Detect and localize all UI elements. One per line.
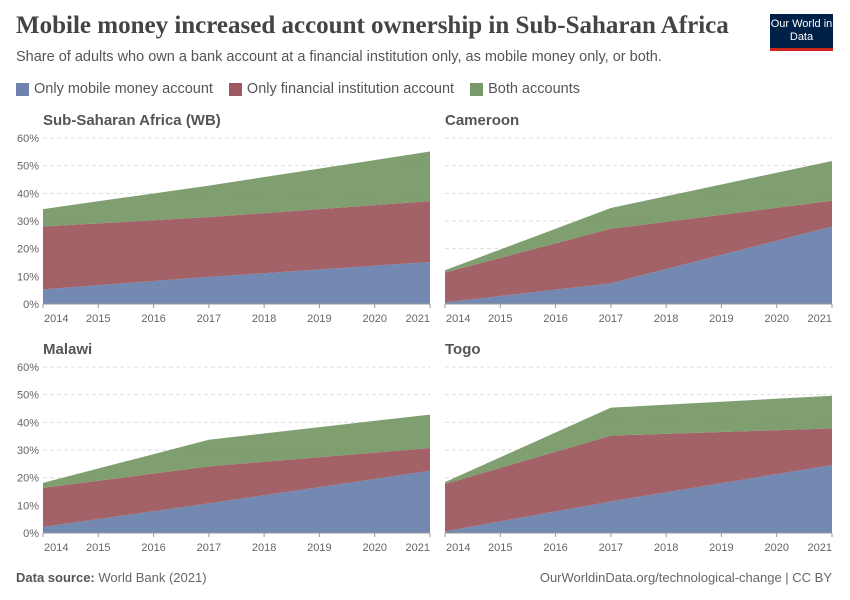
panel-title: Togo <box>445 341 481 358</box>
legend-label: Only financial institution account <box>246 81 455 97</box>
legend-item-mobile[interactable]: Only mobile money account <box>16 81 213 97</box>
chart-title: Mobile money increased account ownership… <box>16 12 729 39</box>
source-label: Data source: <box>16 570 95 585</box>
x-tick-label: 2021 <box>406 542 430 554</box>
legend-item-financial[interactable]: Only financial institution account <box>228 81 455 97</box>
x-tick-label: 2020 <box>362 542 386 554</box>
area-both <box>43 151 430 227</box>
x-tick-label: 2014 <box>44 313 68 325</box>
x-tick-label: 2019 <box>709 542 733 554</box>
area-financial <box>43 448 430 527</box>
x-tick-label: 2019 <box>709 313 733 325</box>
y-tick-label: 0% <box>23 528 39 540</box>
legend-item-both[interactable]: Both accounts <box>470 81 580 97</box>
y-tick-label: 10% <box>17 500 39 512</box>
area-mobile <box>445 464 832 533</box>
area-both <box>445 160 832 273</box>
panel-title: Cameroon <box>445 112 519 129</box>
legend: Only mobile money account Only financial… <box>16 81 580 97</box>
area-mobile <box>43 261 430 304</box>
logo-text: Our World in Data <box>770 18 833 43</box>
y-tick-label: 20% <box>17 473 39 485</box>
x-tick-label: 2016 <box>543 313 567 325</box>
y-tick-label: 30% <box>17 445 39 457</box>
x-tick-label: 2020 <box>362 313 386 325</box>
footer-source: Data source: World Bank (2021) <box>16 570 207 585</box>
legend-swatch <box>470 82 484 96</box>
footer-credit[interactable]: OurWorldinData.org/technological-change … <box>539 570 832 585</box>
x-tick-label: 2018 <box>252 313 276 325</box>
y-tick-label: 40% <box>17 188 39 200</box>
owid-logo[interactable]: Our World in Data <box>770 14 833 51</box>
panel-title: Malawi <box>43 341 92 358</box>
x-tick-label: 2017 <box>197 542 221 554</box>
x-tick-label: 2016 <box>141 542 165 554</box>
x-tick-label: 2019 <box>307 313 331 325</box>
area-financial <box>43 201 430 290</box>
x-tick-label: 2015 <box>86 313 110 325</box>
x-tick-label: 2016 <box>141 313 165 325</box>
legend-swatch <box>16 82 29 96</box>
x-tick-label: 2015 <box>488 313 512 325</box>
x-tick-label: 2018 <box>654 313 678 325</box>
y-tick-label: 20% <box>17 244 39 256</box>
area-both <box>445 395 832 485</box>
y-tick-label: 40% <box>17 417 39 429</box>
y-tick-label: 60% <box>17 362 39 374</box>
x-tick-label: 2019 <box>307 542 331 554</box>
panel-title: Sub-Saharan Africa (WB) <box>43 112 221 129</box>
legend-label: Only mobile money account <box>34 81 213 97</box>
area-both <box>43 414 430 488</box>
x-tick-label: 2021 <box>808 313 832 325</box>
x-tick-label: 2021 <box>406 313 430 325</box>
y-tick-label: 0% <box>23 299 39 311</box>
x-tick-label: 2020 <box>764 542 788 554</box>
x-tick-label: 2015 <box>86 542 110 554</box>
x-tick-label: 2021 <box>808 542 832 554</box>
area-mobile <box>43 470 430 533</box>
x-tick-label: 2016 <box>543 542 567 554</box>
x-tick-label: 2014 <box>446 313 470 325</box>
y-tick-label: 50% <box>17 161 39 173</box>
x-tick-label: 2017 <box>599 313 623 325</box>
source-value: World Bank (2021) <box>98 570 207 585</box>
area-financial <box>445 200 832 303</box>
legend-label: Both accounts <box>488 81 580 97</box>
y-tick-label: 60% <box>17 133 39 145</box>
x-tick-label: 2014 <box>446 542 470 554</box>
y-tick-label: 30% <box>17 216 39 228</box>
chart-subtitle: Share of adults who own a bank account a… <box>16 49 662 65</box>
x-tick-label: 2018 <box>654 542 678 554</box>
area-mobile <box>445 226 832 304</box>
area-financial <box>445 428 832 532</box>
y-tick-label: 10% <box>17 271 39 283</box>
x-tick-label: 2017 <box>599 542 623 554</box>
x-tick-label: 2017 <box>197 313 221 325</box>
x-tick-label: 2018 <box>252 542 276 554</box>
x-tick-label: 2015 <box>488 542 512 554</box>
x-tick-label: 2020 <box>764 313 788 325</box>
legend-swatch <box>228 82 242 96</box>
x-tick-label: 2014 <box>44 542 68 554</box>
y-tick-label: 50% <box>17 390 39 402</box>
